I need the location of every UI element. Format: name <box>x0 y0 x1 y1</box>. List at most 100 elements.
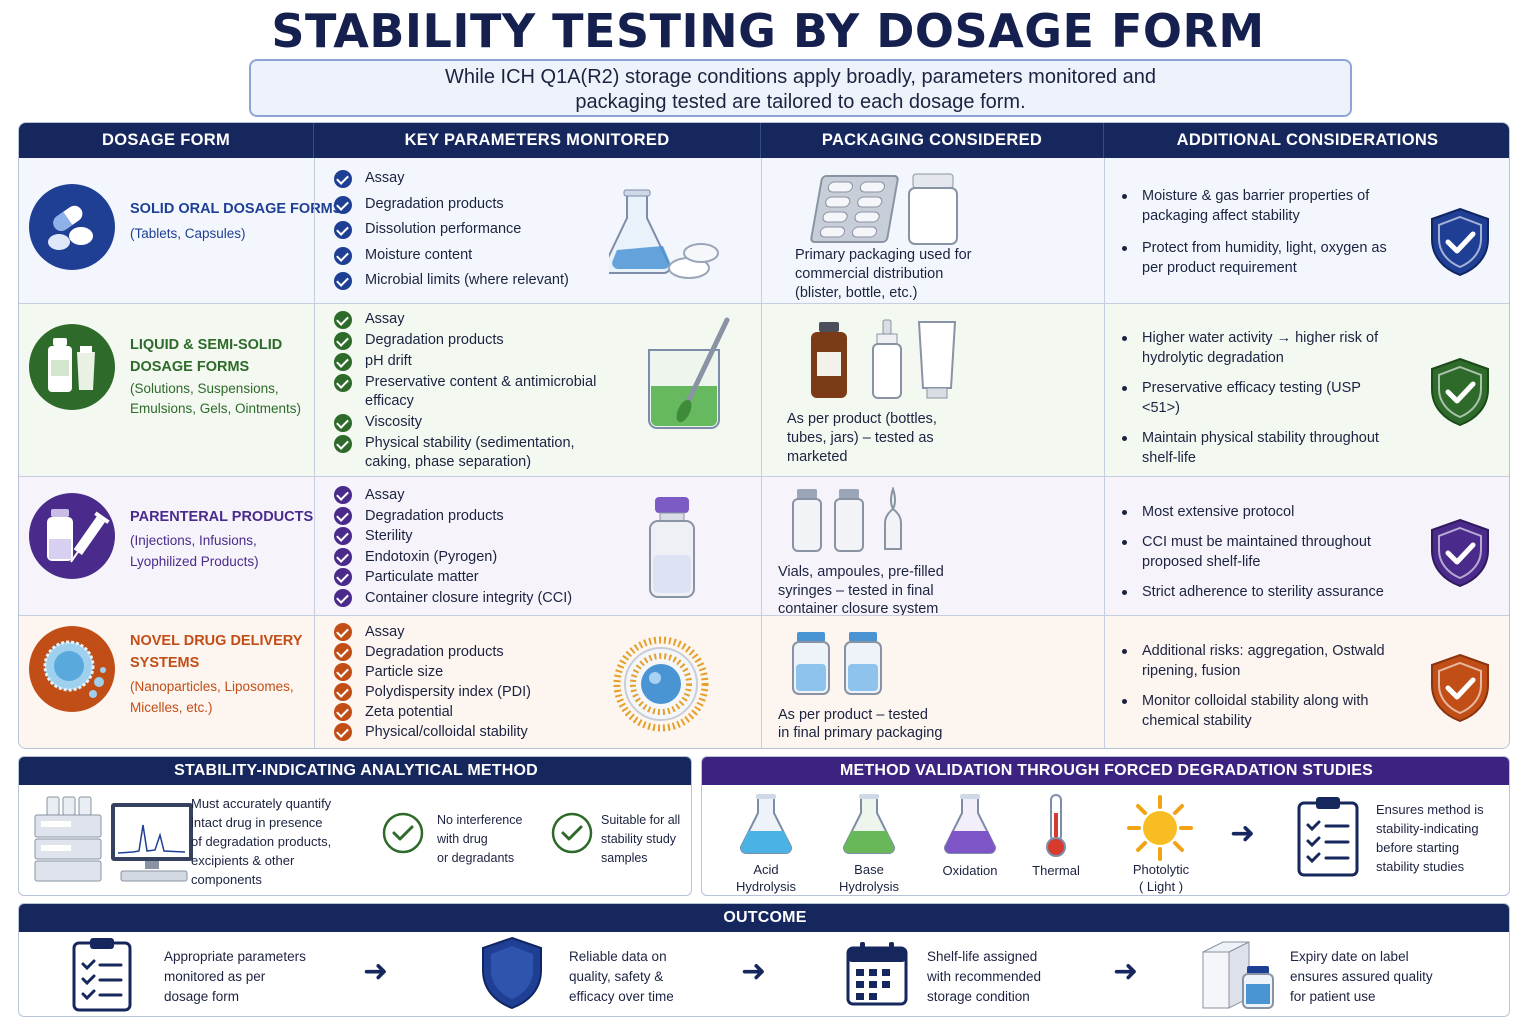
circle-check-icon <box>381 811 425 860</box>
packaging-line: in final primary packaging <box>778 725 943 741</box>
acid-flask-icon <box>738 793 794 862</box>
check-text-line: or degradants <box>437 851 515 865</box>
parameter-text: Dissolution performance <box>365 221 522 237</box>
outcome-text-line: for patient use <box>1290 989 1376 1004</box>
outcome-text-line: ensures assured quality <box>1290 969 1433 984</box>
beaker-with-stirrer-icon <box>639 316 739 439</box>
check-icon <box>334 547 352 566</box>
list-item: Degradation products <box>334 642 531 662</box>
nanoparticle-icon <box>29 626 115 712</box>
column-header: DOSAGE FORM <box>19 123 314 158</box>
column-divider <box>314 158 315 748</box>
form-name-line: NOVEL DRUG DELIVERY <box>130 633 303 649</box>
check-icon <box>334 311 352 329</box>
shield-icon <box>479 936 545 1015</box>
parameter-text: Assay <box>365 487 405 503</box>
list-item: Dissolution performance <box>334 217 569 243</box>
check-text-line: stability study <box>601 832 677 846</box>
list-item: Zeta potential <box>334 702 531 722</box>
list-item: Preservative efficacy testing (USP <51>) <box>1119 378 1399 418</box>
form-name: SOLID ORAL DOSAGE FORMS <box>130 201 343 217</box>
degradation-label: Photolytic ( Light ) <box>1115 861 1207 895</box>
degradation-label-line: Base <box>854 862 884 877</box>
list-item: Assay <box>334 622 531 642</box>
packaging-line: As per product – tested <box>778 707 928 723</box>
degradation-label-line: ( Light ) <box>1138 879 1184 894</box>
shield-check-icon <box>1425 356 1495 433</box>
table-row: PARENTERAL PRODUCTS (Injections, Infusio… <box>19 476 1509 617</box>
method-description-line: intact drug in presence <box>191 815 323 830</box>
degradation-label-line: Acid <box>753 862 779 877</box>
validation-result-line: Ensures method is <box>1376 802 1484 817</box>
validation-result-text: Ensures method is stability-indicating b… <box>1376 800 1484 876</box>
form-subtitle-line: Emulsions, Gels, Ointments) <box>130 401 302 416</box>
check-icon <box>334 414 352 432</box>
degradation-label-line: Hydrolysis <box>736 879 796 894</box>
check-text: Suitable for all stability study samples <box>601 811 680 868</box>
list-item: Degradation products <box>334 506 572 527</box>
degradation-label-line: Hydrolysis <box>839 879 899 894</box>
table-row: SOLID ORAL DOSAGE FORMS (Tablets, Capsul… <box>19 158 1509 303</box>
check-icon <box>334 195 352 214</box>
parameter-list: Assay Degradation products Sterility End… <box>334 485 572 609</box>
check-icon <box>334 568 352 587</box>
list-item: Moisture & gas barrier properties of pac… <box>1119 186 1399 226</box>
list-item: Monitor colloidal stability along with c… <box>1119 691 1399 731</box>
parameter-text: Assay <box>365 170 405 186</box>
outcome-text-line: with recommended <box>927 969 1042 984</box>
table-header: DOSAGE FORM KEY PARAMETERS MONITORED PAC… <box>19 123 1509 158</box>
list-item: Microbial limits (where relevant) <box>334 268 569 294</box>
vial-and-syringe-icon <box>29 493 115 579</box>
check-icon <box>334 374 352 392</box>
outcome-text-line: monitored as per <box>164 969 266 984</box>
blister-and-bottle-icon <box>801 172 961 253</box>
considerations-list: Moisture & gas barrier properties of pac… <box>1119 186 1399 288</box>
pills-icon <box>29 184 115 270</box>
parameter-text: Degradation products <box>365 644 504 660</box>
forced-degradation-panel: METHOD VALIDATION THROUGH FORCED DEGRADA… <box>701 756 1510 896</box>
list-item: Physical stability (sedimentation, cakin… <box>334 434 594 472</box>
method-description-line: Must accurately quantify <box>191 796 332 811</box>
list-item: Endotoxin (Pyrogen) <box>334 547 572 568</box>
validation-result-line: before starting <box>1376 840 1460 855</box>
form-subtitle-line: Micelles, etc.) <box>130 700 213 715</box>
product-box-and-vial-icon <box>1199 938 1277 1015</box>
outcome-text-line: Reliable data on <box>569 949 667 964</box>
parameter-text: Assay <box>365 311 405 327</box>
check-icon <box>334 643 352 661</box>
packaging-text: Vials, ampoules, pre-filled syringes – t… <box>778 563 944 619</box>
outcome-text-line: quality, safety & <box>569 969 664 984</box>
check-icon <box>334 683 352 701</box>
packaging-line: Primary packaging used for <box>795 247 972 263</box>
panel-title: METHOD VALIDATION THROUGH FORCED DEGRADA… <box>702 757 1509 785</box>
form-subtitle-line: (Solutions, Suspensions, <box>130 381 279 396</box>
parameter-text: Degradation products <box>365 332 504 348</box>
shield-check-icon <box>1425 652 1495 729</box>
check-icon <box>334 272 352 290</box>
considerations-list: Higher water activity → higher risk of h… <box>1119 328 1399 478</box>
parameter-text: pH drift <box>365 353 412 369</box>
form-subtitle-line: Lyophilized Products) <box>130 554 259 569</box>
list-item: Particulate matter <box>334 567 572 588</box>
subtitle-box: While ICH Q1A(R2) storage conditions app… <box>249 59 1352 117</box>
vials-icon <box>789 630 899 701</box>
check-icon <box>334 506 352 525</box>
page-title: STABILITY TESTING BY DOSAGE FORM <box>271 4 1265 58</box>
list-item: Polydispersity index (PDI) <box>334 682 531 702</box>
outcome-text-line: Shelf-life assigned <box>927 949 1038 964</box>
parameter-text: Preservative content & antimicrobial eff… <box>365 374 597 409</box>
method-description-line: excipients & other <box>191 853 295 868</box>
packaging-text: As per product (bottles, tubes, jars) – … <box>787 410 937 467</box>
outcome-text: Expiry date on label ensures assured qua… <box>1290 947 1433 1007</box>
check-text-line: No interference <box>437 813 523 827</box>
form-name: NOVEL DRUG DELIVERY SYSTEMS <box>130 630 302 674</box>
degradation-label: Base Hydrolysis <box>823 861 915 895</box>
parameter-text: Sterility <box>365 528 413 545</box>
parameter-text: Polydispersity index (PDI) <box>365 684 531 700</box>
shield-check-icon <box>1425 206 1495 283</box>
outcome-text-line: efficacy over time <box>569 989 674 1004</box>
check-icon <box>334 435 352 453</box>
hplc-instrument-icon <box>33 795 198 890</box>
parameter-text: Physical/colloidal stability <box>365 724 528 740</box>
sun-icon <box>1127 795 1193 866</box>
